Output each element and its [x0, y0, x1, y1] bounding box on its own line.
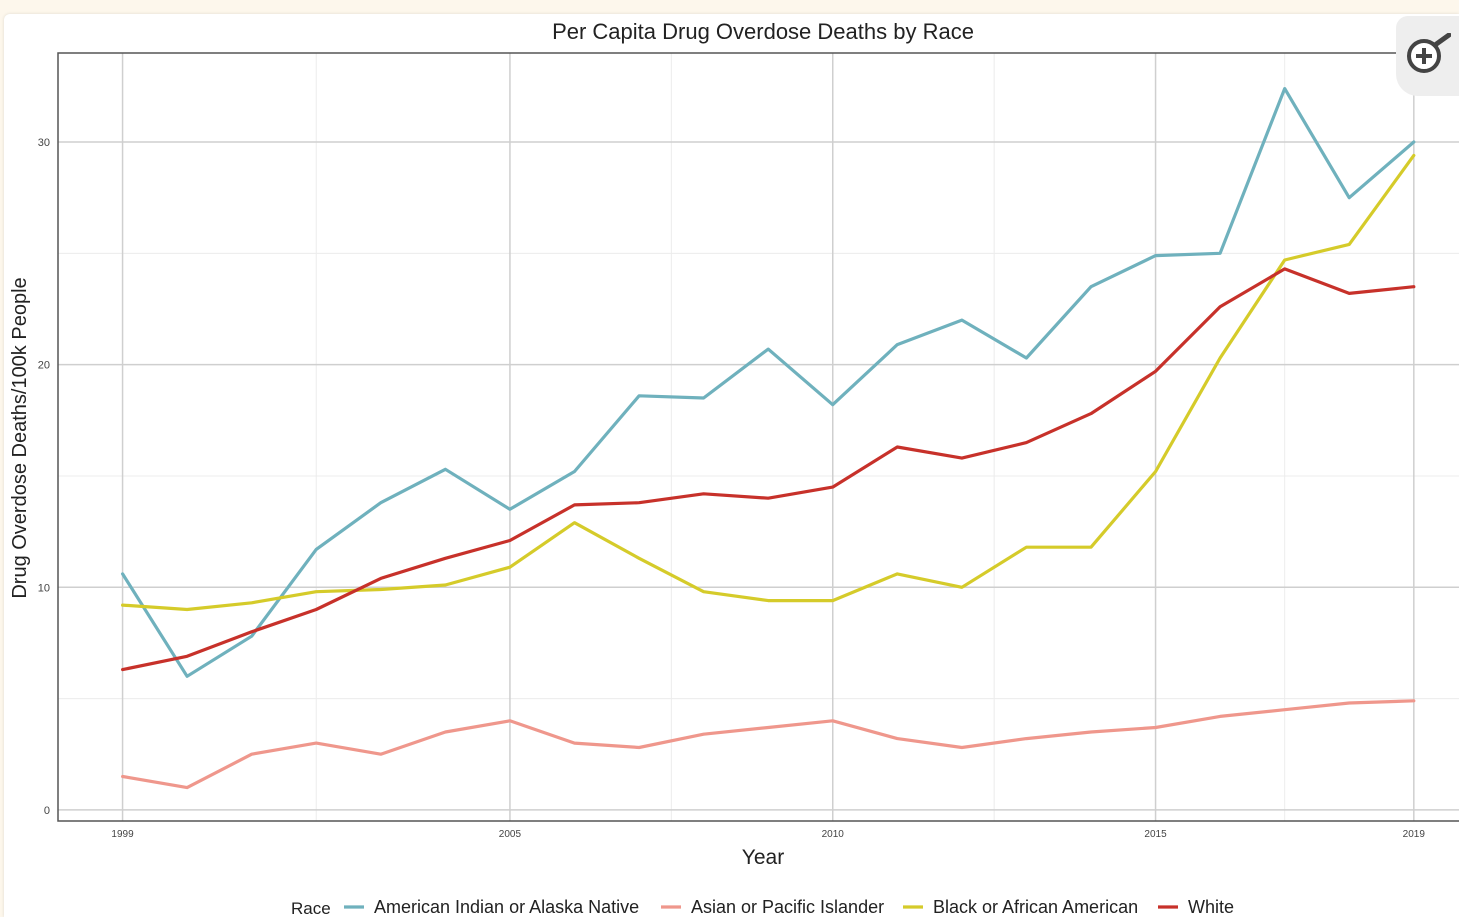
zoom-in-icon: [1406, 33, 1451, 73]
x-tick-label: 2010: [822, 829, 845, 840]
series-line-3: [120, 153, 1416, 612]
legend: Race American Indian or Alaska Native Asi…: [291, 897, 1234, 917]
legend-label: American Indian or Alaska Native: [374, 897, 639, 917]
y-axis-label: Drug Overdose Deaths/100k People: [9, 277, 31, 598]
series-line-2: [120, 699, 1416, 790]
plot-border: [57, 52, 1459, 822]
zoom-in-button[interactable]: [1396, 16, 1459, 96]
legend-label: Black or African American: [933, 897, 1138, 917]
x-tick-label: 2005: [499, 829, 522, 840]
series-line-1: [120, 86, 1416, 678]
x-tick-label: 2019: [1403, 829, 1426, 840]
y-tick-label: 20: [38, 360, 50, 372]
x-axis-label: Year: [742, 846, 784, 869]
y-tick-label: 0: [44, 805, 50, 817]
plot-area: 1999 2005 2010 2015 2019 0 10 20 30: [38, 52, 1459, 840]
y-tick-label: 30: [38, 137, 50, 149]
x-tick-label: 1999: [111, 829, 134, 840]
chart-frame: [4, 14, 1459, 917]
legend-label: Asian or Pacific Islander: [691, 897, 884, 917]
y-tick-label: 10: [38, 582, 50, 594]
legend-label: White: [1188, 897, 1234, 917]
chart-title: Per Capita Drug Overdose Deaths by Race: [552, 19, 974, 44]
legend-title: Race: [291, 899, 331, 917]
series-line-4: [120, 267, 1416, 672]
x-tick-label: 2015: [1144, 829, 1167, 840]
